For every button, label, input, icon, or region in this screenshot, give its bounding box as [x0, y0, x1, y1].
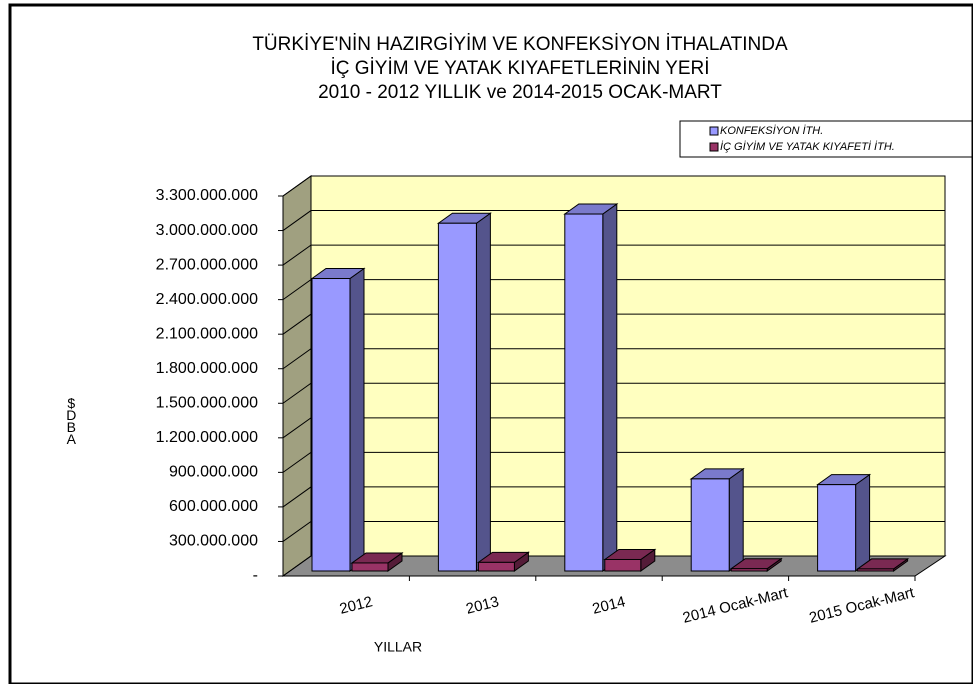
bar-front	[351, 562, 389, 572]
grid-line	[282, 382, 945, 404]
y-tick-label: 2.700.000.000	[156, 256, 258, 273]
y-tick-label: 1.500.000.000	[156, 394, 258, 411]
bar	[310, 267, 366, 572]
bar	[729, 557, 783, 572]
legend: KONFEKSİYON İTH. İÇ GİYİM VE YATAK KIYAFE…	[679, 120, 973, 158]
bar	[563, 203, 619, 572]
bar-front	[477, 561, 515, 572]
legend-label: İÇ GİYİM VE YATAK KIYAFETİ İTH.	[720, 141, 895, 153]
chart-title: İÇ GİYİM VE YATAK KIYAFETLERİNİN YERİ	[330, 58, 709, 79]
bar-front	[730, 568, 768, 572]
y-tick-label: 1.200.000.000	[156, 429, 258, 446]
grid-line	[282, 244, 945, 266]
y-tick-label: 1.800.000.000	[156, 360, 258, 377]
y-tick-label: 2.400.000.000	[156, 291, 258, 308]
bar-side	[602, 203, 618, 572]
grid-line	[282, 313, 945, 335]
bar-front	[311, 278, 351, 572]
y-tick-label: -	[253, 567, 258, 584]
bar	[436, 212, 492, 572]
grid-line	[282, 210, 945, 231]
bar-side	[349, 267, 365, 572]
bar-front	[857, 568, 895, 572]
bar-front	[817, 484, 857, 572]
grid-line	[282, 348, 945, 370]
bar-front	[564, 213, 604, 572]
side-wall	[282, 175, 312, 577]
bar	[350, 551, 404, 572]
bar	[603, 548, 657, 572]
bar-front	[604, 558, 642, 572]
bar-side	[475, 212, 491, 572]
bar	[476, 551, 530, 572]
legend-swatch	[709, 142, 719, 152]
chart-title: TÜRKİYE'NİN HAZIRGİYİM VE KONFEKSİYON İT…	[252, 34, 788, 55]
legend-label: KONFEKSİYON İTH.	[720, 125, 823, 137]
grid-line	[282, 279, 945, 301]
y-axis-label: $DBA	[63, 395, 79, 444]
bar-front	[690, 478, 730, 572]
y-tick-label: 900.000.000	[169, 464, 258, 481]
bar	[689, 467, 745, 572]
legend-swatch	[709, 126, 719, 136]
y-tick-label: 600.000.000	[169, 498, 258, 515]
bar-side	[728, 467, 744, 572]
legend-box	[679, 120, 973, 158]
grid-line	[282, 417, 945, 439]
bar-front	[437, 222, 477, 572]
bar-side	[855, 473, 871, 572]
y-tick-label: 3.300.000.000	[156, 187, 258, 204]
bar	[856, 557, 910, 572]
y-tick-label: 3.000.000.000	[156, 222, 258, 239]
chart-title: 2010 - 2012 YILLIK ve 2014-2015 OCAK-MAR…	[318, 82, 722, 103]
y-tick-label: 300.000.000	[169, 533, 258, 550]
x-axis-label: YILLAR	[374, 639, 422, 655]
grid-line	[282, 451, 945, 473]
y-tick-label: 2.100.000.000	[156, 325, 258, 342]
bar	[816, 473, 872, 572]
grid-line	[282, 175, 945, 197]
